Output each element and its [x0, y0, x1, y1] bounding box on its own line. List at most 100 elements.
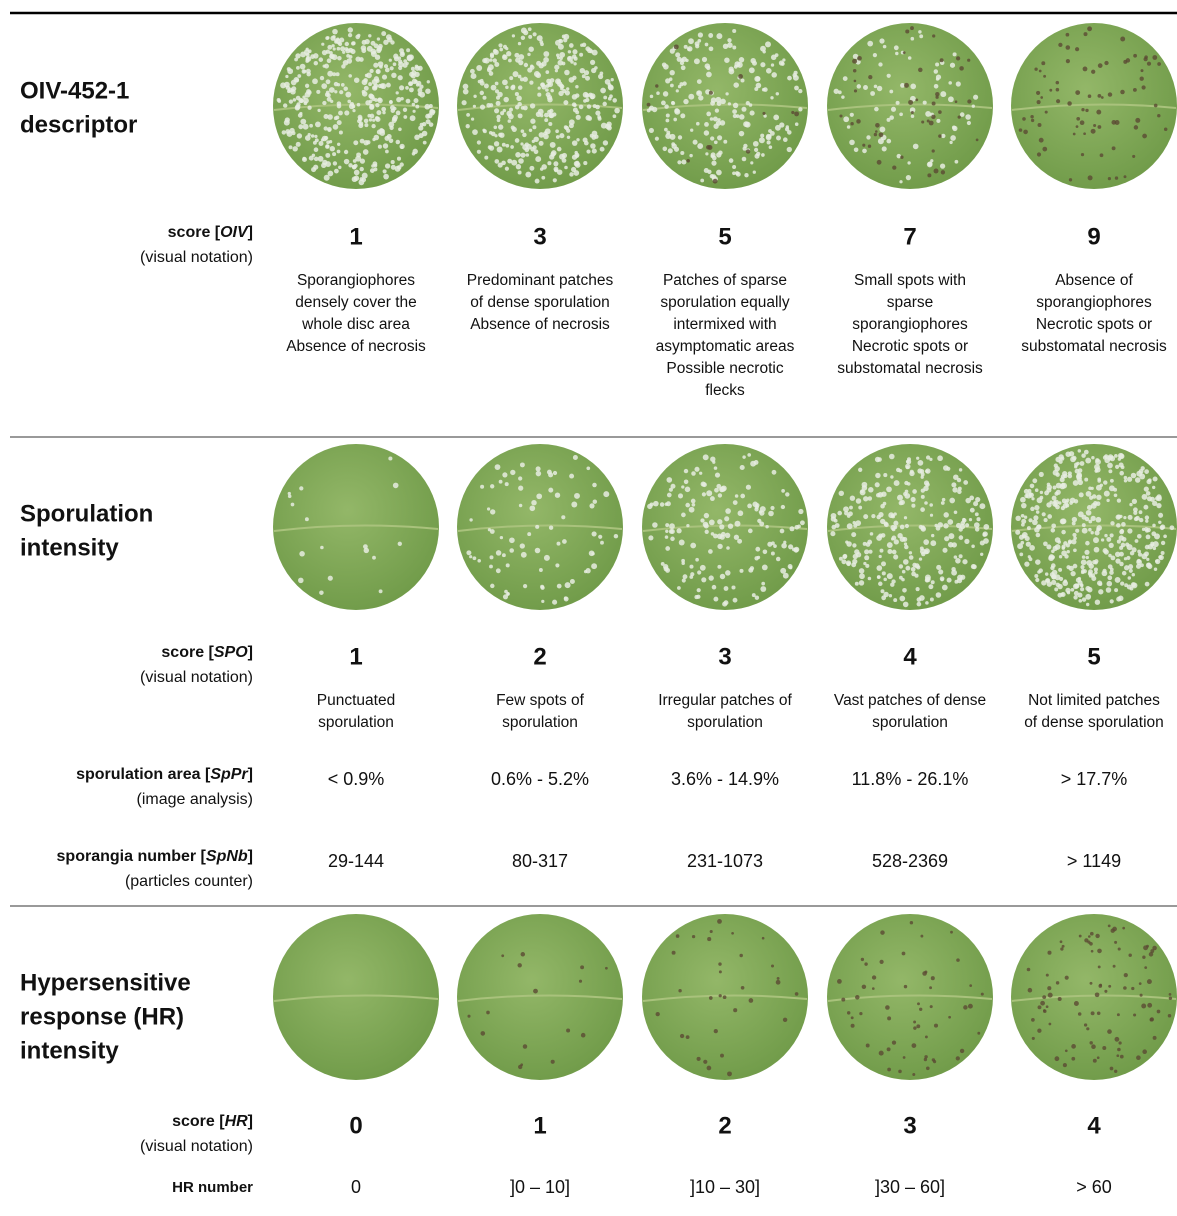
necrotic-spot: [1096, 109, 1102, 115]
sporulation-spot: [1050, 528, 1056, 533]
sporulation-spot: [411, 70, 417, 76]
sporulation-spot: [1143, 504, 1149, 510]
sporulation-spot: [680, 150, 685, 156]
sporulation-spot: [310, 134, 315, 138]
sporulation-spot: [955, 522, 962, 529]
sporulation-spot: [890, 475, 894, 479]
necrotic-spot: [1040, 96, 1044, 99]
sporulation-spot: [727, 38, 732, 43]
necrotic-spot: [791, 110, 795, 115]
sporulation-spot: [368, 34, 372, 38]
sporulation-spot: [512, 71, 519, 78]
sporulation-spot: [556, 583, 562, 589]
sporulation-spot: [590, 95, 595, 100]
necrotic-spot: [1089, 1041, 1093, 1045]
sporulation-spot: [968, 517, 973, 522]
necrotic-spot: [776, 976, 780, 980]
sporulation-spot: [561, 515, 566, 520]
sporulation-spot: [681, 485, 685, 489]
value: 0.6% - 5.2%: [491, 769, 589, 789]
sporulation-spot: [472, 104, 477, 108]
sporulation-spot: [529, 505, 536, 512]
sporulation-spot: [780, 504, 786, 510]
necrotic-spot: [1109, 1066, 1114, 1071]
sporulation-spot: [880, 589, 885, 594]
sporulation-spot: [695, 121, 700, 126]
sporulation-spot: [761, 87, 766, 92]
necrotic-spot: [874, 130, 878, 133]
sporulation-spot: [1126, 584, 1132, 590]
sporulation-spot: [1108, 485, 1115, 492]
sporulation-spot: [940, 91, 947, 98]
sporulation-spot: [540, 42, 544, 47]
sporulation-spot: [582, 91, 589, 98]
score: 4: [903, 643, 917, 670]
sporulation-spot: [336, 46, 341, 51]
necrotic-spot: [762, 111, 766, 115]
sporulation-spot: [948, 81, 952, 85]
sporulation-spot: [1109, 599, 1114, 604]
sporulation-spot: [559, 51, 566, 58]
necrotic-spot: [566, 1028, 571, 1033]
sporulation-spot: [752, 140, 759, 147]
sporulation-spot: [528, 128, 533, 133]
sporulation-spot: [909, 469, 914, 474]
sporulation-spot: [410, 66, 415, 71]
sporulation-spot: [506, 591, 510, 596]
sporulation-spot: [543, 112, 549, 118]
sporulation-spot: [1077, 449, 1082, 453]
sporulation-spot: [683, 468, 689, 474]
sporulation-spot: [390, 108, 396, 113]
sporulation-spot: [1081, 555, 1086, 559]
sporulation-spot: [739, 464, 745, 471]
sporulation-spot: [956, 477, 962, 483]
necrotic-spot: [1023, 129, 1028, 135]
sporulation-spot: [1133, 516, 1139, 522]
sporulation-spot: [300, 51, 307, 58]
sporulation-spot: [1090, 486, 1094, 491]
sporulation-spot: [731, 585, 736, 590]
sporulation-spot: [288, 145, 293, 150]
sporulation-spot: [744, 121, 751, 128]
sporulation-spot: [947, 519, 954, 525]
sporulation-spot: [597, 116, 602, 121]
sporulation-spot: [893, 45, 899, 51]
sporulation-spot: [948, 533, 955, 540]
sporulation-spot: [327, 127, 332, 132]
sporulation-spot: [327, 575, 333, 581]
sporulation-spot: [1068, 565, 1074, 572]
sporulation-spot: [912, 489, 917, 494]
necrotic-spot: [533, 988, 538, 994]
sporulation-spot: [936, 564, 942, 570]
sporulation-spot: [1128, 568, 1133, 573]
sporulation-spot: [662, 91, 669, 97]
sporulation-spot: [533, 136, 539, 143]
necrotic-spot: [1147, 1002, 1153, 1008]
sporulation-spot: [1093, 567, 1098, 572]
sporulation-spot: [496, 118, 501, 123]
sporulation-spot: [1041, 512, 1046, 517]
sporulation-spot: [649, 502, 654, 507]
sporulation-spot: [515, 152, 521, 158]
value: > 60: [1076, 1177, 1112, 1197]
sporulation-spot: [858, 505, 863, 510]
necrotic-spot: [1107, 924, 1111, 928]
label-part: HR: [225, 1113, 249, 1130]
sporulation-spot: [283, 119, 290, 126]
necrotic-spot: [1132, 154, 1136, 158]
sporulation-spot: [326, 58, 332, 63]
sporulation-spot: [679, 60, 685, 66]
sporulation-spot: [664, 535, 669, 539]
sporulation-spot: [589, 503, 595, 509]
sporulation-spot: [854, 581, 859, 586]
sporulation-spot: [1099, 483, 1104, 488]
sporulation-spot: [669, 529, 675, 534]
sporulation-spot: [545, 92, 551, 98]
necrotic-spot: [852, 58, 858, 64]
sporulation-spot: [377, 97, 383, 104]
sporulation-spot: [886, 542, 893, 549]
leaf-disc: [642, 23, 808, 189]
sporulation-spot: [520, 142, 524, 146]
sporulation-spot: [585, 115, 591, 121]
necrotic-spot: [857, 55, 862, 61]
